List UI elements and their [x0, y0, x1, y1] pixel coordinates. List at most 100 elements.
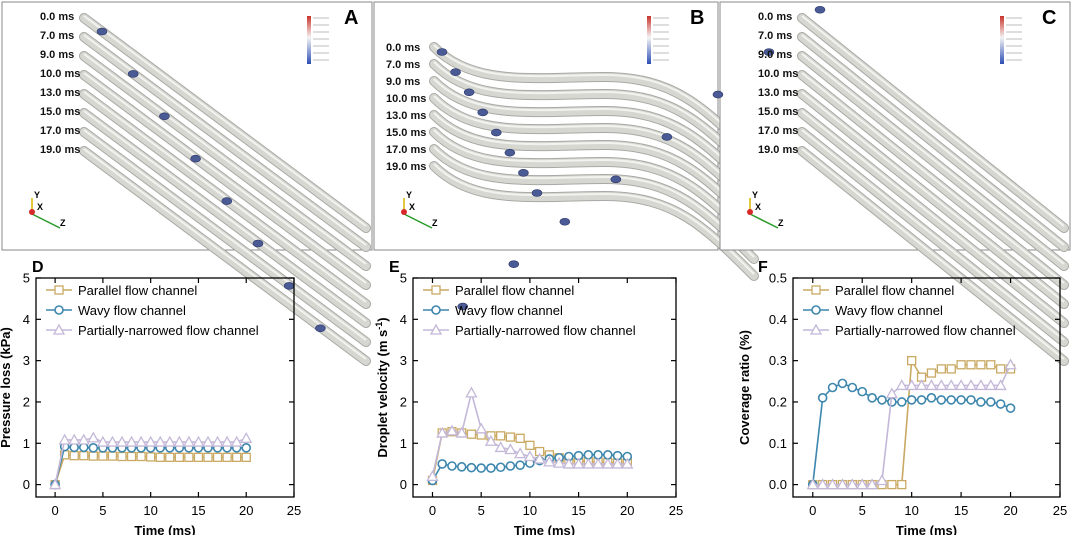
time-label: 7.0 ms [40, 30, 74, 42]
data-point [431, 285, 441, 295]
data-point [809, 323, 823, 335]
channel-highlight [433, 146, 755, 258]
droplet [763, 48, 775, 56]
y-tick-label: 4 [23, 312, 30, 327]
data-point [887, 479, 897, 490]
droplet [559, 217, 571, 226]
data-point [867, 393, 877, 403]
x-axis-dot [29, 209, 35, 215]
panel-letter: B [690, 7, 704, 29]
data-point [88, 443, 99, 453]
x-tick-label: 5 [859, 503, 866, 518]
data-point [905, 379, 918, 391]
data-point [994, 379, 1007, 391]
y-tick-label: 0 [23, 477, 30, 492]
channel-highlight [801, 15, 1065, 227]
data-point [496, 431, 506, 441]
data-point [87, 431, 100, 443]
droplet [712, 90, 724, 99]
sim-panel-b: 0.0 ms 7.0 ms 9.0 ms 10.0 ms 13.0 ms 15.0 ms 1… [373, 1, 759, 281]
droplet [457, 302, 469, 311]
channel-tube-fill [430, 43, 758, 161]
droplet [315, 324, 326, 333]
data-point [986, 360, 996, 370]
data-point [476, 463, 486, 473]
data-point [964, 379, 978, 391]
data-point [885, 387, 898, 399]
time-label: 10.0 ms [40, 68, 80, 80]
data-point [985, 397, 996, 407]
chart-d: 0 5 10 15 20 25 0 1 2 3 4 5 Time (ms) Pressure loss (… [0, 259, 301, 535]
data-point [946, 364, 956, 374]
droplet [518, 169, 529, 177]
data-point [466, 429, 477, 439]
data-point [847, 382, 858, 393]
chart-f: 0 5 10 15 20 25 0.0 0.1 0.2 0.3 0.4 0.5 Time (ms) Cov… [737, 259, 1067, 535]
data-point [916, 395, 927, 405]
data-point [222, 452, 232, 462]
time-label: 10.0 ms [758, 68, 798, 80]
series-markers-3 [806, 358, 1017, 490]
series-markers-3 [49, 431, 253, 490]
data-point [915, 379, 928, 391]
x-tick-label: 5 [99, 503, 106, 518]
data-point [966, 360, 976, 370]
data-point [115, 435, 129, 447]
data-point [144, 435, 157, 447]
data-point [154, 435, 167, 447]
data-point [611, 457, 624, 469]
channel-group [457, 5, 1069, 366]
panel-letter: A [344, 7, 358, 29]
data-point [907, 355, 917, 366]
panel-letter: E [389, 259, 400, 276]
time-label: 17.0 ms [386, 144, 426, 156]
data-point [49, 478, 62, 490]
data-point [906, 395, 917, 405]
droplet [504, 148, 516, 157]
channel-highlight [801, 110, 1065, 322]
data-point [995, 399, 1006, 409]
panel-letter: F [758, 259, 768, 276]
y-tick-label: 5 [400, 271, 407, 286]
data-point [895, 379, 908, 391]
data-point [811, 285, 821, 295]
y-tick-label: 0.4 [769, 312, 787, 327]
channel-tube-fill [80, 14, 370, 232]
legend-label: Wavy flow channel [78, 303, 186, 318]
droplet [508, 260, 520, 268]
y-axis-label-text: Droplet velocity (m s [375, 330, 390, 458]
data-point [562, 457, 575, 469]
data-point [896, 397, 907, 407]
data-point [811, 305, 821, 315]
data-point [445, 424, 459, 436]
channel-tube-fill [80, 52, 370, 270]
data-point [484, 434, 498, 446]
time-label: 15.0 ms [40, 106, 80, 118]
data-point [936, 395, 947, 405]
data-point [984, 379, 997, 391]
channel-highlight [83, 110, 367, 322]
time-label: 7.0 ms [758, 30, 792, 42]
time-label: 13.0 ms [386, 110, 426, 122]
droplet [159, 112, 170, 121]
channel-highlight [433, 163, 755, 275]
data-point [203, 452, 213, 462]
data-point [866, 478, 879, 490]
time-label: 15.0 ms [386, 127, 426, 139]
data-point [504, 443, 517, 455]
y-tick-label: 2 [400, 394, 407, 409]
channel-highlight [801, 53, 1065, 265]
data-point [88, 451, 98, 461]
data-point [945, 379, 958, 391]
y-axis-label-sup: -1 [374, 322, 384, 330]
data-point [495, 462, 506, 473]
data-point [58, 433, 71, 445]
data-point [52, 323, 66, 335]
droplet [252, 239, 264, 248]
channel-tube-fill [430, 111, 758, 229]
data-point [68, 433, 81, 445]
y-tick-label: 0.5 [769, 271, 787, 286]
axis-label-y: Y [34, 190, 40, 200]
y-tick-label: 4 [400, 312, 407, 327]
time-label: 7.0 ms [386, 59, 420, 71]
